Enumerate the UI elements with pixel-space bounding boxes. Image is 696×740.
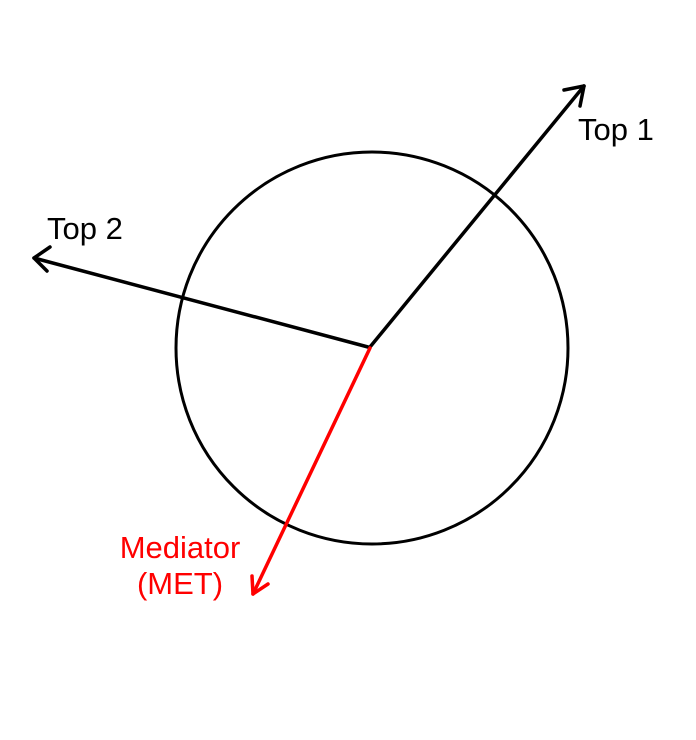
top2-arrow	[32, 245, 370, 349]
top1-arrow	[368, 84, 586, 349]
top2-label: Top 2	[47, 211, 123, 246]
mediator-label-line2: (MET)	[136, 566, 224, 601]
top1-label: Top 1	[578, 112, 654, 147]
mediator-arrow	[250, 346, 372, 596]
event-circle	[174, 150, 570, 546]
mediator-label: Mediator (MET)	[100, 530, 260, 602]
mediator-label-line1: Mediator	[119, 530, 241, 565]
